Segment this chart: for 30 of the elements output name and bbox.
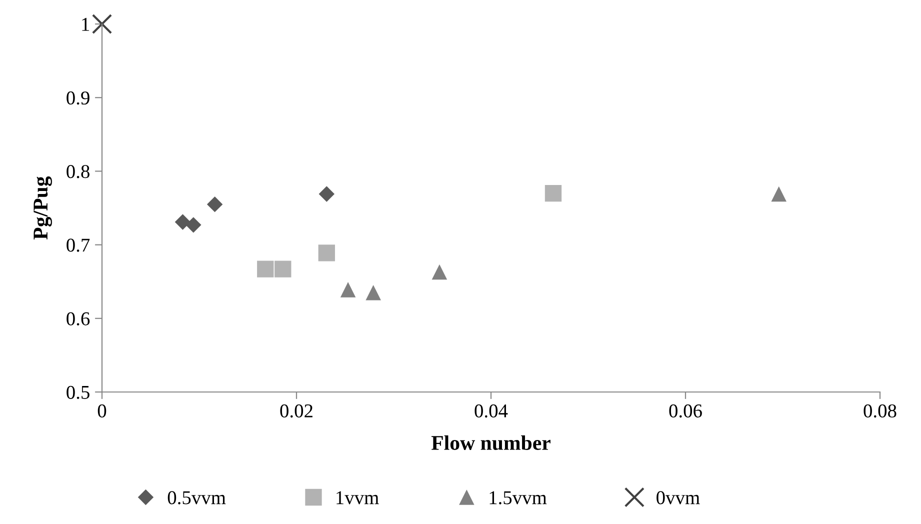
y-axis-title: Pg/Pug	[34, 176, 52, 240]
legend-label: 1vvm	[336, 491, 379, 504]
point	[771, 186, 786, 202]
point	[274, 260, 292, 278]
y-tick-label: 1	[82, 18, 90, 31]
y-tick-label: 0.6	[66, 312, 90, 326]
y-tick-label: 0.8	[66, 165, 90, 178]
point	[206, 196, 223, 212]
x-tick-label: 0.02	[280, 404, 312, 418]
legend-label: 0vvm	[656, 491, 700, 504]
y-tick-label: 0.5	[66, 386, 90, 400]
legend-label: 0.5vvm	[168, 491, 226, 504]
x-axis-title: Flow number	[431, 435, 550, 450]
y-tick-label: 0.7	[66, 238, 90, 252]
x-tick-label: 0	[98, 404, 106, 418]
x-tick-label: 0.08	[864, 404, 896, 418]
point	[257, 260, 274, 278]
point	[318, 244, 335, 262]
point	[544, 184, 562, 202]
x-tick-label: 0.04	[474, 404, 508, 418]
point	[186, 217, 202, 233]
point	[174, 214, 191, 230]
y-tick-label: 0.9	[66, 91, 90, 105]
legend-label: 1.5vvm	[490, 491, 547, 504]
point	[366, 285, 381, 300]
point	[318, 186, 335, 202]
point	[340, 282, 356, 298]
point	[92, 14, 112, 34]
point	[432, 264, 448, 280]
x-tick-label: 0.06	[669, 404, 702, 418]
